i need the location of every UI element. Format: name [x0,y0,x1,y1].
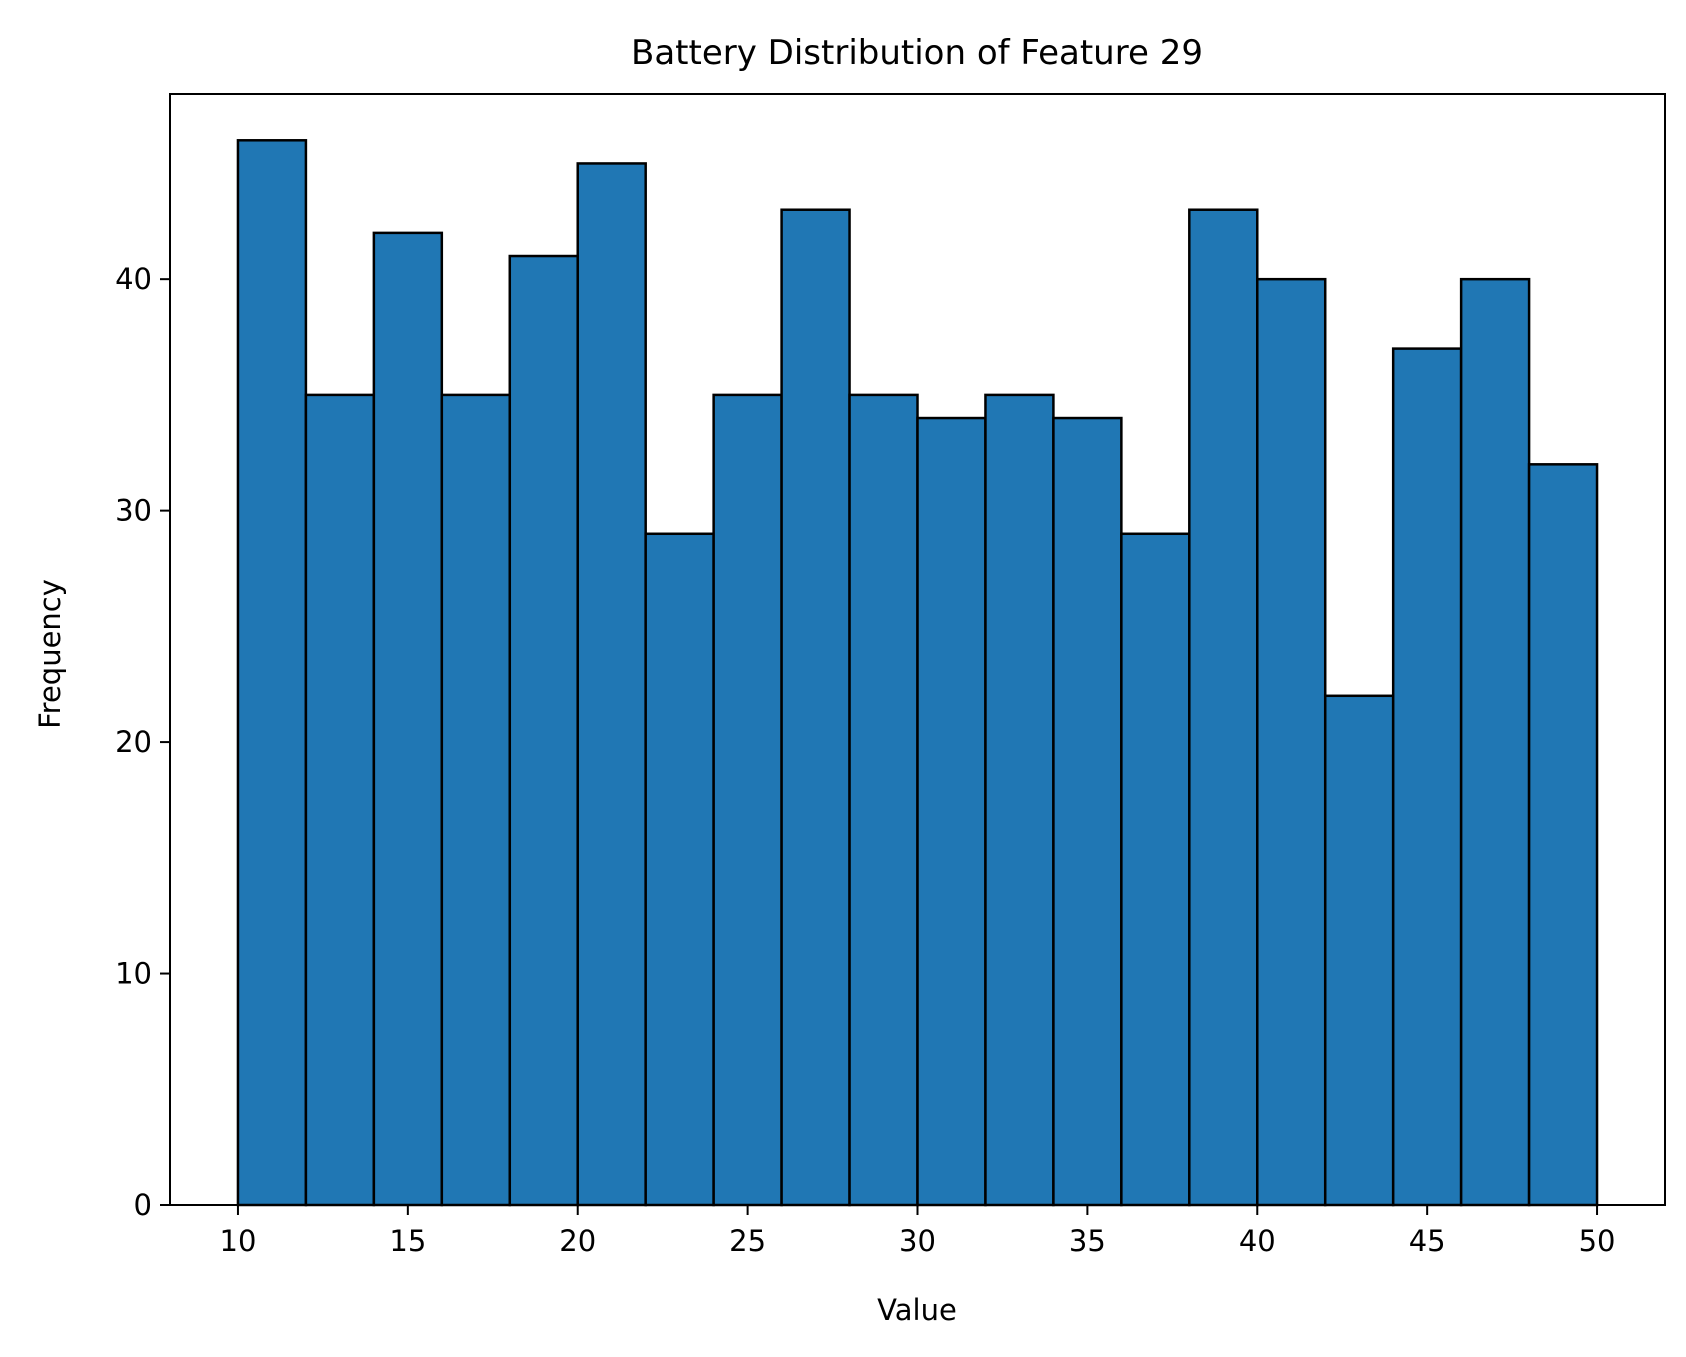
histogram-bar [440,393,512,1207]
x-tick-label: 15 [389,1224,426,1258]
y-tick-label: 30 [115,494,152,528]
y-axis-ticks: 0 10 20 30 40 [115,262,170,1222]
histogram-bar [984,393,1055,1207]
histogram-bar [236,139,308,1207]
bars-group [236,139,1599,1207]
histogram-bar [1391,347,1463,1207]
x-tick-label: 10 [220,1224,257,1258]
x-tick-label: 35 [1069,1224,1106,1258]
y-tick-label: 40 [115,262,152,296]
x-tick-label: 45 [1409,1224,1446,1258]
histogram-bar [1188,208,1259,1207]
histogram-bar [848,393,919,1207]
x-tick-label: 20 [559,1224,596,1258]
histogram-bar [1323,694,1395,1207]
y-tick-label: 10 [115,957,152,991]
histogram-bar [508,254,579,1207]
x-tick-label: 50 [1579,1224,1616,1258]
histogram-bar [304,393,376,1207]
histogram-bar [372,231,444,1207]
x-axis-ticks: 10 15 20 25 30 35 40 45 50 [220,1205,1616,1258]
x-tick-label: 40 [1239,1224,1276,1258]
chart-title: Battery Distribution of Feature 29 [631,33,1203,73]
histogram-bar [1120,532,1191,1207]
x-tick-label: 30 [899,1224,936,1258]
x-axis-label: Value [877,1293,957,1327]
histogram-bar [576,162,647,1207]
y-tick-label: 20 [115,725,152,759]
histogram-bar [916,416,987,1207]
histogram-bar [712,393,783,1207]
x-tick-label: 25 [729,1224,766,1258]
histogram-bar [1459,277,1531,1207]
histogram-bar [1256,277,1327,1207]
y-tick-label: 0 [134,1188,152,1222]
y-axis-label: Frequency [33,579,67,729]
histogram-bar [780,208,851,1207]
histogram-bar [1527,463,1599,1207]
histogram-bar [1052,416,1123,1207]
histogram-bar [644,532,715,1207]
